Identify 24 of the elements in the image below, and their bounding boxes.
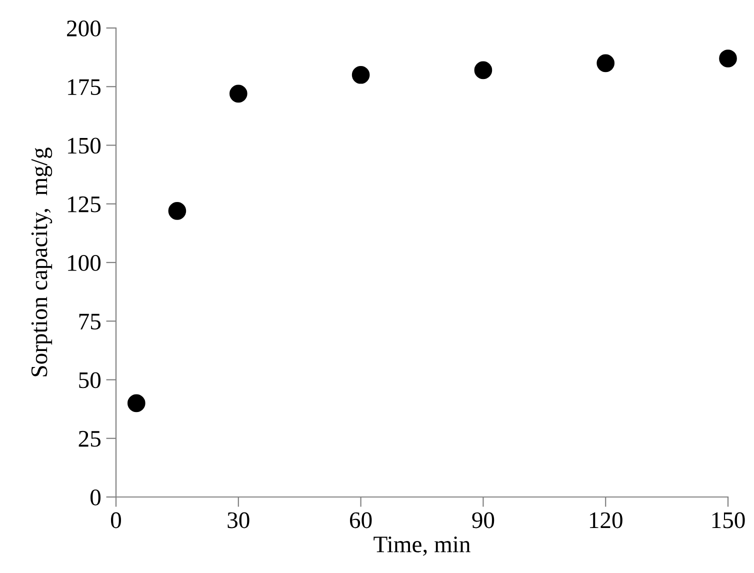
point	[352, 66, 370, 84]
x-tick-label: 120	[590, 512, 622, 528]
point	[127, 394, 146, 412]
x-tick-label: 0	[110, 512, 122, 528]
y-tick-label: 125	[68, 196, 100, 212]
y-tick-label: 50	[79, 372, 101, 388]
y-tick-label: 25	[78, 430, 100, 447]
y-tick-label: 0	[90, 489, 101, 506]
y-tick-label: 200	[67, 20, 101, 36]
y-tick-label: 100	[68, 254, 101, 271]
point	[229, 84, 248, 103]
x-axis-title: Time, min	[374, 536, 470, 556]
x-tick-label: 60	[350, 512, 372, 528]
y-tick-label: 150	[68, 138, 101, 154]
point	[719, 50, 737, 68]
point	[596, 54, 615, 72]
y-tick-label: 75	[79, 314, 100, 330]
x-tick-label: 150	[712, 512, 745, 528]
point	[168, 202, 186, 220]
point	[474, 61, 492, 80]
x-tick-label: 30	[228, 512, 250, 528]
y-tick-label: 175	[68, 79, 100, 96]
y-axis-title: Sorption capacity, mg/g	[31, 148, 52, 376]
x-tick-label: 90	[472, 512, 494, 528]
